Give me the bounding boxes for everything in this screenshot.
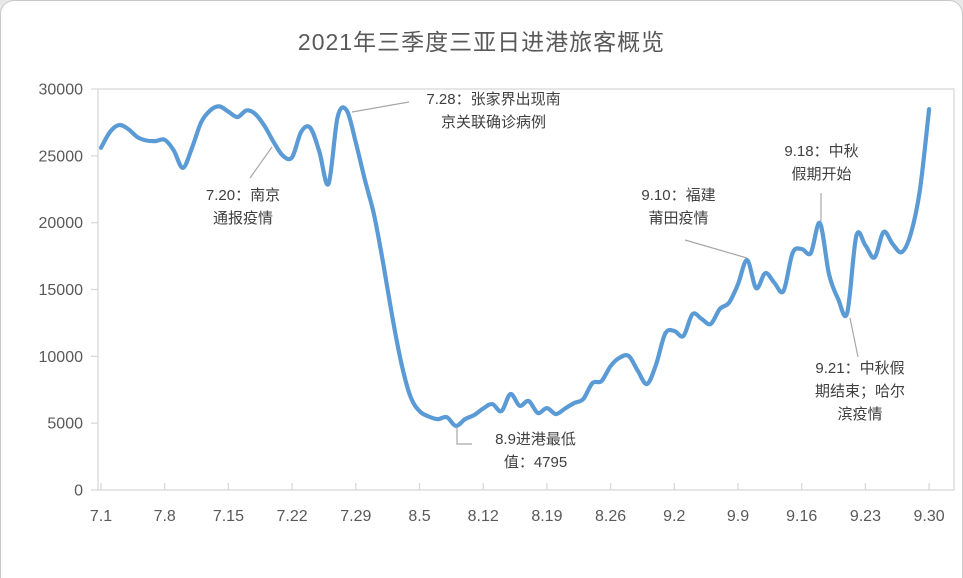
annotation-line: 9.10：福建: [641, 187, 716, 204]
y-axis-labels: 0 5000 10000 15000 20000 25000 30000: [39, 82, 84, 500]
svg-text:7.15: 7.15: [213, 508, 244, 525]
svg-text:7.1: 7.1: [90, 508, 112, 525]
annotation-line: 9.21：中秋假: [815, 360, 905, 377]
annotation-line: 京关联确诊病例: [440, 113, 546, 131]
annotation-7-28: 7.28：张家界出现南 京关联确诊病例: [386, 89, 601, 135]
chart-title: 2021年三季度三亚日进港旅客概览: [297, 29, 666, 55]
annotation-line: 8.9进港最低: [495, 431, 576, 448]
annotation-line: 值：4795: [503, 453, 568, 471]
annotation-leader-3: [684, 239, 748, 259]
svg-text:0: 0: [74, 483, 83, 500]
svg-text:9.30: 9.30: [914, 508, 945, 525]
svg-text:8.26: 8.26: [595, 508, 626, 525]
svg-text:9.9: 9.9: [727, 508, 749, 525]
svg-text:25000: 25000: [39, 148, 84, 165]
annotation-line: 莆田疫情: [648, 209, 709, 227]
svg-text:7.22: 7.22: [277, 508, 308, 525]
annotation-line: 滨疫情: [837, 405, 883, 423]
svg-text:9.23: 9.23: [850, 508, 881, 525]
annotation-leader-2: [456, 428, 472, 445]
annotation-leader-5: [849, 317, 859, 358]
annotation-7-20: 7.20：南京 通报疫情: [173, 185, 313, 231]
svg-text:9.2: 9.2: [663, 508, 685, 525]
svg-text:9.16: 9.16: [786, 508, 817, 525]
data-series-line: [98, 104, 932, 428]
svg-text:8.5: 8.5: [408, 508, 430, 525]
svg-text:15000: 15000: [39, 282, 84, 299]
annotation-line: 7.20：南京: [205, 187, 281, 204]
annotation-leader-0: [249, 146, 273, 179]
svg-text:20000: 20000: [39, 215, 84, 232]
svg-text:10000: 10000: [39, 349, 84, 366]
annotation-leader-1: [351, 101, 410, 113]
svg-text:5000: 5000: [47, 416, 83, 433]
annotation-9-10: 9.10：福建 莆田疫情: [606, 185, 751, 231]
annotation-9-18: 9.18：中秋 假期开始: [749, 141, 894, 187]
svg-text:8.12: 8.12: [468, 508, 499, 525]
annotation-line: 7.28：张家界出现南: [426, 91, 561, 108]
annotation-9-21: 9.21：中秋假 期结束；哈尔 滨疫情: [796, 358, 924, 426]
annotation-line: 9.18：中秋: [784, 143, 859, 160]
annotation-line: 期结束；哈尔: [814, 382, 905, 400]
annotation-8-9-minimum: 8.9进港最低 值：4795: [463, 429, 608, 475]
x-axis-labels: 7.1 7.8 7.15 7.22 7.29 8.5 8.12 8.19 8.26 9.2 9.9 9…: [90, 508, 945, 525]
svg-text:7.29: 7.29: [340, 508, 371, 525]
annotation-line: 假期开始: [791, 165, 852, 183]
annotation-line: 通报疫情: [212, 209, 273, 227]
svg-text:7.8: 7.8: [154, 508, 176, 525]
svg-text:8.19: 8.19: [531, 508, 562, 525]
svg-text:30000: 30000: [39, 82, 84, 99]
